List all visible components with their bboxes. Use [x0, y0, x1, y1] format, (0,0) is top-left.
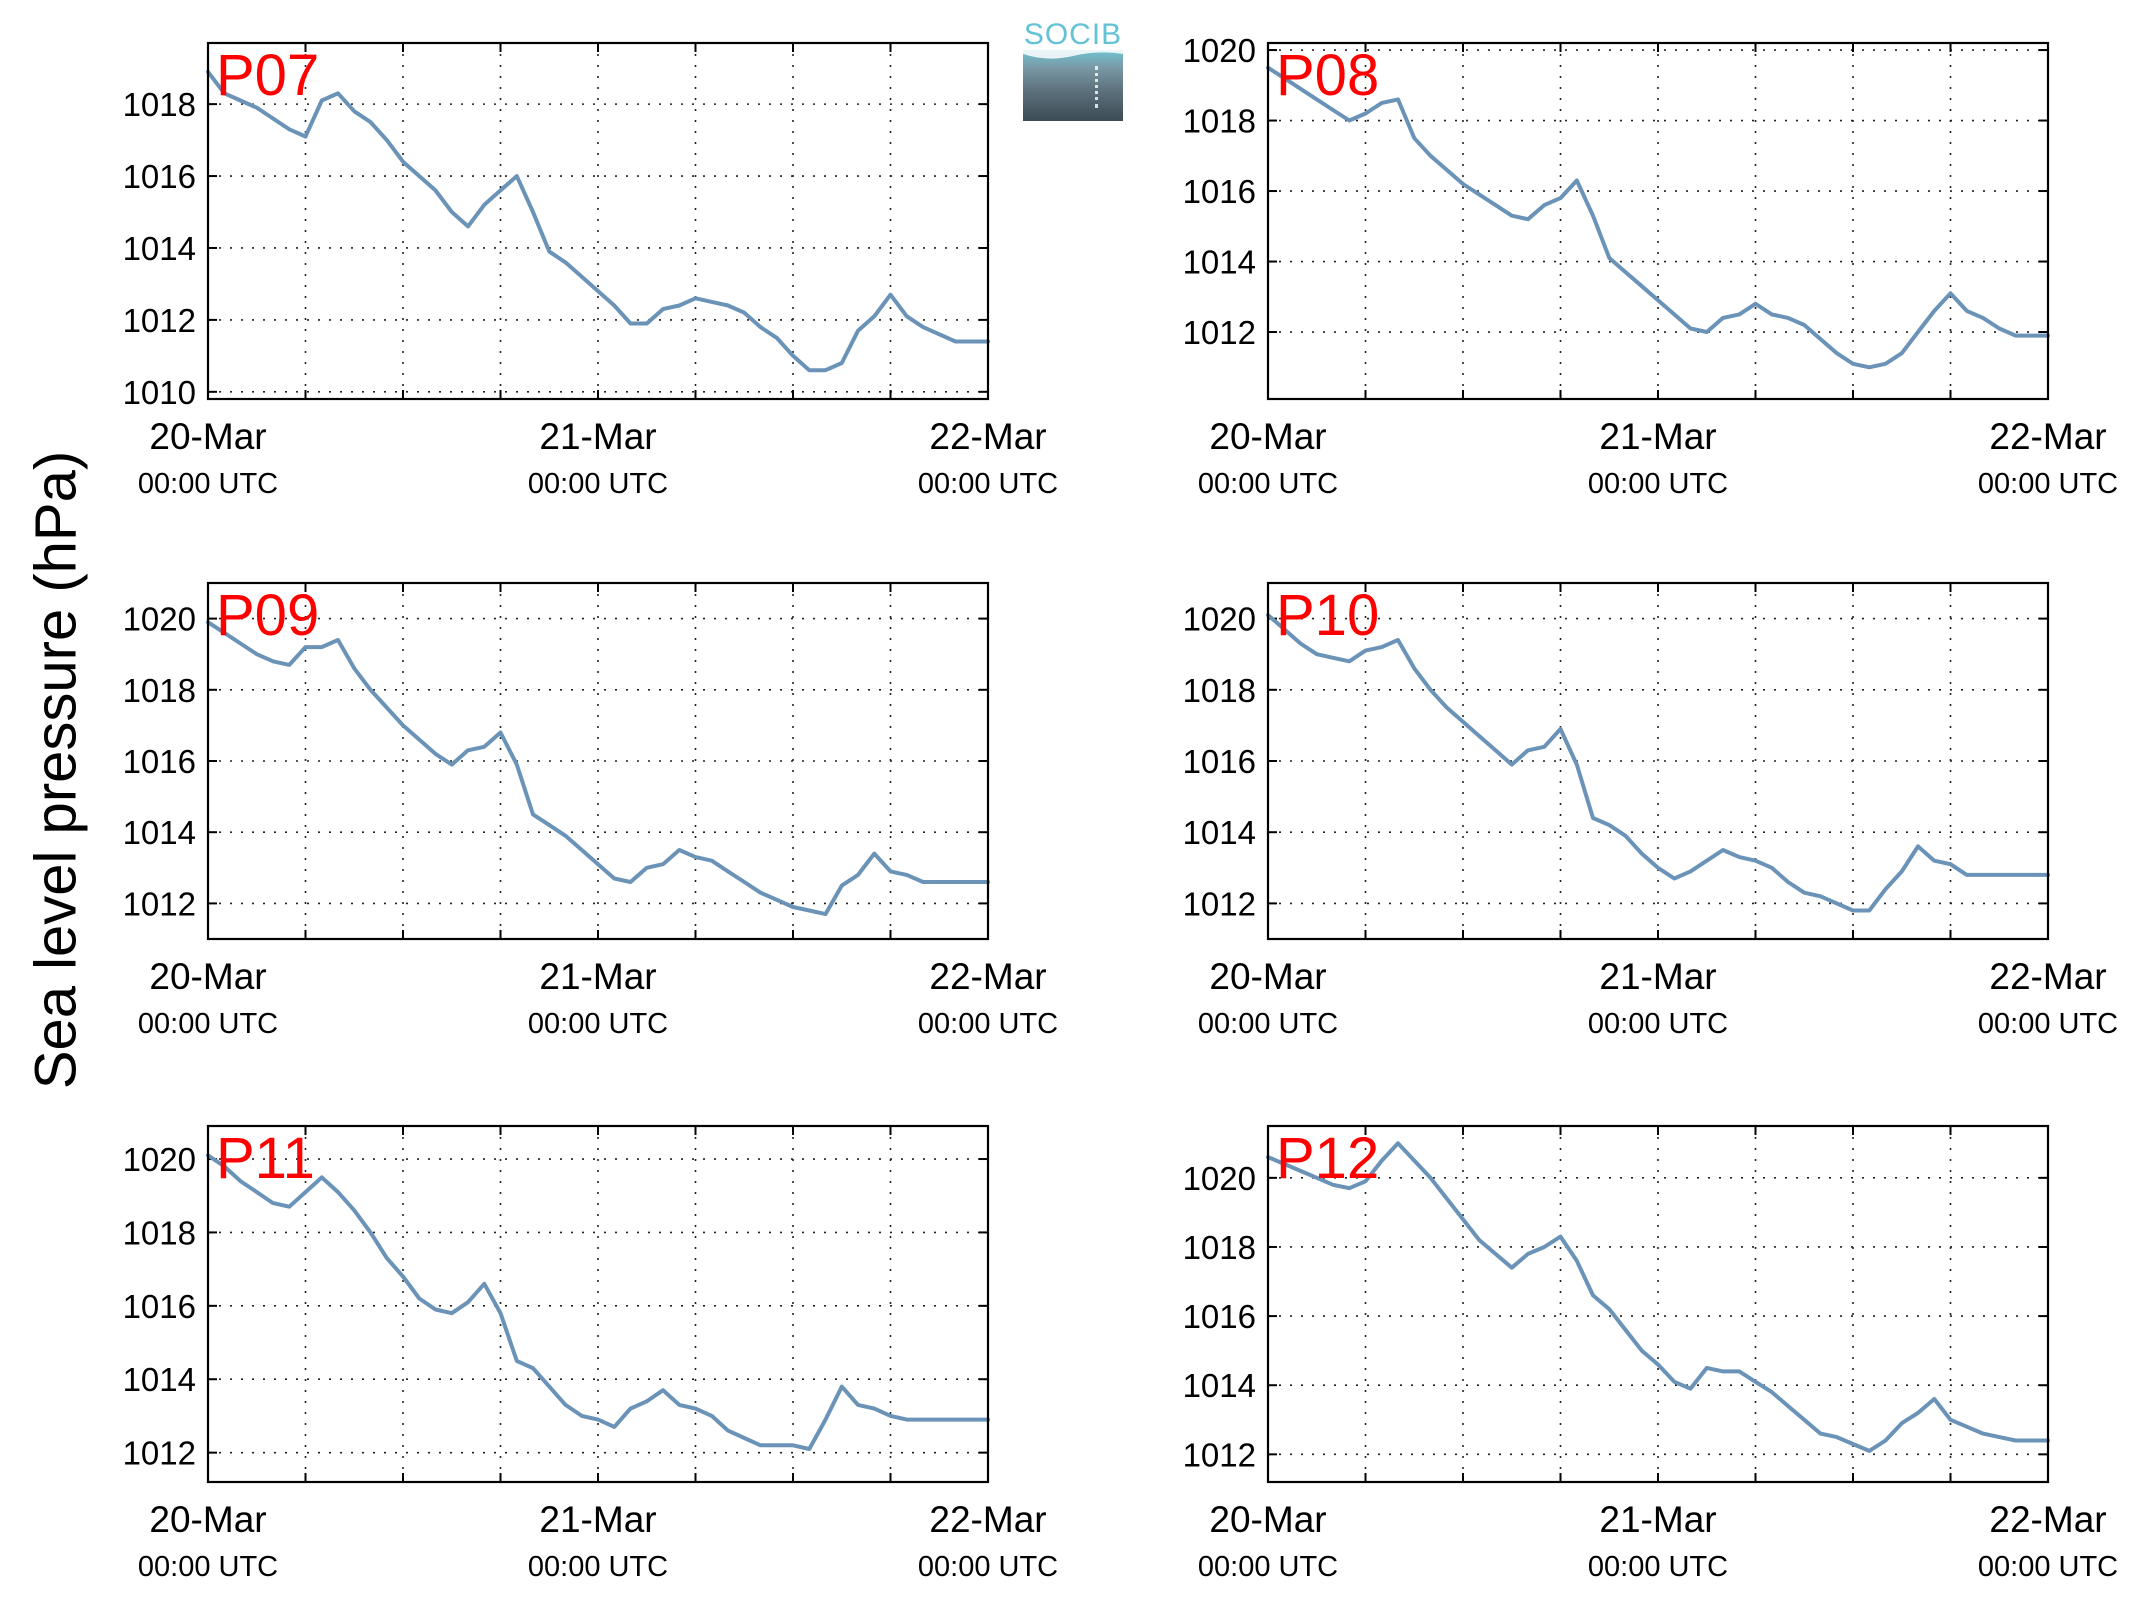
x-tick-label-date: 20-Mar [149, 1499, 266, 1540]
y-tick-label: 1016 [123, 158, 196, 195]
panel-label: P12 [1276, 1126, 1379, 1191]
y-tick-label: 1014 [1183, 1367, 1256, 1404]
series-line-p07 [206, 69, 990, 373]
x-tick-label-time: 00:00 UTC [918, 1551, 1058, 1583]
y-tick-label: 1016 [1183, 743, 1256, 780]
x-tick-label-date: 22-Mar [929, 956, 1046, 997]
x-tick-label-time: 00:00 UTC [1588, 1551, 1728, 1583]
x-tick-label-time: 00:00 UTC [138, 468, 278, 500]
x-tick-label-time: 00:00 UTC [528, 1551, 668, 1583]
x-tick-label-date: 21-Mar [1599, 956, 1716, 997]
x-tick-label-date: 20-Mar [1209, 416, 1326, 457]
x-tick-label-time: 00:00 UTC [138, 1008, 278, 1040]
axes-frame [1266, 1124, 2050, 1484]
panel-p09: 1012 1014 1016 1018 1020 20-Mar 00:00 UTC 21-Ma… [123, 581, 1058, 1040]
y-tick-label: 1016 [1183, 1298, 1256, 1335]
y-tick-label: 1018 [1183, 672, 1256, 709]
axes-frame [206, 581, 990, 941]
y-tick-label: 1012 [123, 1435, 196, 1472]
y-tick-label: 1020 [1183, 1160, 1256, 1197]
panel-label: P11 [216, 1126, 315, 1191]
panel-p12: 1012 1014 1016 1018 1020 20-Mar 00:00 UTC 21-Ma… [1183, 1124, 2118, 1583]
x-tick-label-date: 22-Mar [929, 416, 1046, 457]
y-tick-label: 1014 [123, 1361, 196, 1398]
panel-p10: 1012 1014 1016 1018 1020 20-Mar 00:00 UTC 21-Ma… [1183, 581, 2118, 1040]
x-tick-label-time: 00:00 UTC [1198, 1551, 1338, 1583]
socib-logo: SOCIB [1023, 18, 1123, 121]
y-tick-label: 1018 [1183, 1229, 1256, 1266]
y-tick-label: 1010 [123, 374, 196, 411]
y-tick-label: 1018 [123, 672, 196, 709]
x-tick-label-time: 00:00 UTC [1978, 468, 2118, 500]
x-tick-label-date: 20-Mar [1209, 1499, 1326, 1540]
y-tick-label: 1020 [1183, 601, 1256, 638]
y-tick-label: 1012 [123, 302, 196, 339]
panel-label: P07 [216, 43, 319, 108]
y-axis-label: Sea level pressure (hPa) [23, 450, 89, 1090]
x-tick-label-date: 22-Mar [1989, 956, 2106, 997]
x-tick-label-time: 00:00 UTC [1198, 1008, 1338, 1040]
x-tick-label-time: 00:00 UTC [1588, 468, 1728, 500]
axes-frame [206, 1124, 990, 1484]
x-tick-label-date: 22-Mar [1989, 1499, 2106, 1540]
x-tick-label-date: 20-Mar [149, 416, 266, 457]
x-tick-label-time: 00:00 UTC [138, 1551, 278, 1583]
y-tick-label: 1012 [1183, 885, 1256, 922]
x-tick-label-date: 21-Mar [539, 956, 656, 997]
x-tick-label-time: 00:00 UTC [1978, 1551, 2118, 1583]
y-tick-label: 1014 [1183, 244, 1256, 281]
x-tick-label-date: 21-Mar [539, 1499, 656, 1540]
series-line-p10 [1266, 613, 2050, 913]
y-tick-label: 1020 [123, 1141, 196, 1178]
x-tick-label-date: 20-Mar [1209, 956, 1326, 997]
y-tick-label: 1018 [1183, 103, 1256, 140]
y-tick-label: 1014 [123, 814, 196, 851]
y-tick-label: 1016 [1183, 173, 1256, 210]
logo-text: SOCIB [1023, 18, 1123, 51]
x-tick-label-time: 00:00 UTC [528, 1008, 668, 1040]
x-tick-label-time: 00:00 UTC [528, 468, 668, 500]
y-tick-label: 1016 [123, 1288, 196, 1325]
y-tick-label: 1020 [1183, 32, 1256, 69]
x-tick-label-time: 00:00 UTC [1978, 1008, 2118, 1040]
series-line-p11 [206, 1153, 990, 1451]
x-tick-label-date: 22-Mar [1989, 416, 2106, 457]
panel-label: P09 [216, 583, 319, 648]
y-tick-label: 1014 [1183, 814, 1256, 851]
series-line-p09 [206, 620, 990, 917]
logo-gradient-box [1023, 50, 1123, 121]
x-tick-label-time: 00:00 UTC [918, 468, 1058, 500]
x-tick-label-time: 00:00 UTC [918, 1008, 1058, 1040]
x-tick-label-date: 22-Mar [929, 1499, 1046, 1540]
y-tick-label: 1018 [123, 1214, 196, 1251]
y-tick-label: 1012 [1183, 314, 1256, 351]
panel-p11: 1012 1014 1016 1018 1020 20-Mar 00:00 UTC 21-Ma… [123, 1124, 1058, 1583]
axes-frame [1266, 581, 2050, 941]
panel-p08: 1012 1014 1016 1018 1020 20-Mar 00:00 UTC 21-Ma… [1183, 32, 2119, 500]
y-tick-label: 1012 [123, 885, 196, 922]
logo-dotted-line [1095, 66, 1098, 108]
x-tick-label-date: 21-Mar [1599, 416, 1716, 457]
axes-frame [1266, 41, 2050, 401]
panel-p07: 1010 1012 1014 1016 1018 20-Mar 00:00 UTC 21-Ma… [123, 41, 1058, 500]
x-tick-label-date: 21-Mar [1599, 1499, 1716, 1540]
y-tick-label: 1014 [123, 230, 196, 267]
y-tick-label: 1012 [1183, 1436, 1256, 1473]
y-tick-label: 1020 [123, 601, 196, 638]
y-tick-label: 1016 [123, 743, 196, 780]
logo-wave-icon [1023, 50, 1123, 59]
panel-label: P10 [1276, 583, 1379, 648]
x-tick-label-date: 21-Mar [539, 416, 656, 457]
axes-frame [206, 41, 990, 401]
series-line-p08 [1266, 65, 2050, 370]
x-tick-label-time: 00:00 UTC [1198, 468, 1338, 500]
x-tick-label-time: 00:00 UTC [1588, 1008, 1728, 1040]
y-tick-label: 1018 [123, 86, 196, 123]
panel-label: P08 [1276, 43, 1379, 108]
x-tick-label-date: 20-Mar [149, 956, 266, 997]
series-line-p12 [1266, 1141, 2050, 1453]
